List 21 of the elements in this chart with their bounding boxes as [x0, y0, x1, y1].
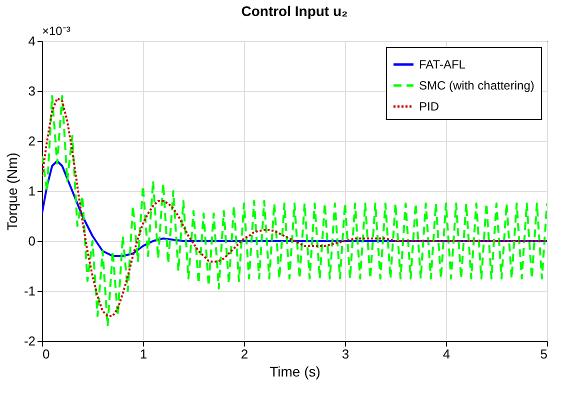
y-tick-label: -1: [24, 284, 36, 298]
x-tick-label: 4: [442, 346, 450, 362]
y-tick-label: 0: [28, 234, 36, 248]
y-axis-title: Torque (Nm): [4, 152, 20, 230]
text: ×10⁻³: [42, 24, 70, 38]
x-tick-label: 3: [342, 346, 350, 362]
x-tick-label: 5: [540, 346, 548, 362]
y-tick-label: 4: [28, 34, 36, 48]
y-tick-label: -2: [24, 334, 36, 348]
y-tick-label: 1: [28, 184, 36, 198]
legend-label: FAT-AFL: [419, 58, 466, 72]
legend-label: SMC (with chattering): [419, 78, 534, 92]
x-tick-label: 0: [42, 346, 50, 362]
line-series: [42, 160, 547, 257]
y-tick-label: 2: [28, 134, 36, 148]
x-axis-title: Time (s): [270, 364, 320, 380]
x-tick-label: 2: [240, 346, 248, 362]
x-tick-label: 1: [140, 346, 148, 362]
legend-label: PID: [419, 100, 440, 114]
y-tick-label: 3: [28, 84, 36, 98]
chart-title: Control Input u₂: [241, 3, 348, 19]
